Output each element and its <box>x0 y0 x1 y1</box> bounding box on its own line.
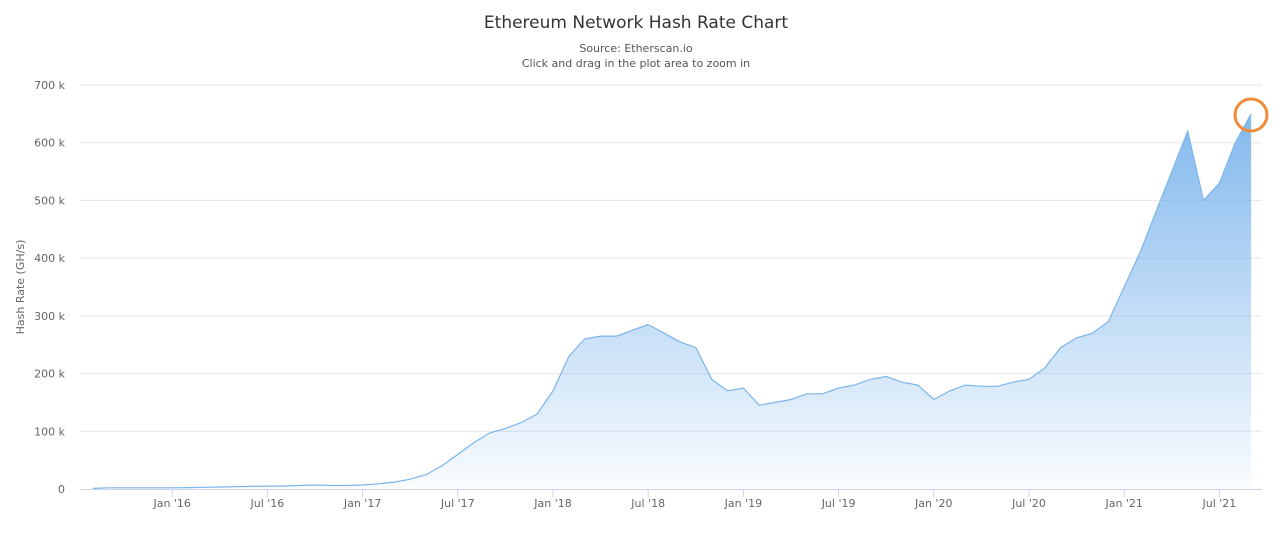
x-tick-label: Jul '20 <box>1011 497 1046 510</box>
highlight-circle <box>1233 97 1269 133</box>
zoom-instruction: Click and drag in the plot area to zoom … <box>522 57 750 70</box>
y-tick-label: 0 <box>58 483 65 496</box>
y-tick-label: 300 k <box>34 310 65 323</box>
y-tick-label: 500 k <box>34 194 65 207</box>
y-tick-label: 600 k <box>34 137 65 150</box>
chart-subtitle: Source: Etherscan.io <box>579 42 693 55</box>
area-line <box>92 113 1252 489</box>
y-tick-label: 700 k <box>34 79 65 92</box>
area-fill <box>92 113 1252 490</box>
x-tick-label: Jan '16 <box>152 497 190 510</box>
y-tick-label: 100 k <box>34 425 65 438</box>
y-tick-label: 400 k <box>34 252 65 265</box>
x-tick-label: Jul '19 <box>821 497 856 510</box>
y-axis-label: Hash Rate (GH/s) <box>14 240 27 335</box>
x-tick-label: Jan '21 <box>1104 497 1142 510</box>
x-tick-label: Jan '20 <box>914 497 952 510</box>
chart-title: Ethereum Network Hash Rate Chart <box>484 13 789 33</box>
x-tick-label: Jul '21 <box>1202 497 1237 510</box>
x-tick-label: Jan '19 <box>724 497 762 510</box>
x-tick-label: Jan '18 <box>533 497 571 510</box>
y-tick-label: 200 k <box>34 368 65 381</box>
x-tick-label: Jan '17 <box>343 497 381 510</box>
x-tick-label: Jul '16 <box>250 497 285 510</box>
x-tick-label: Jul '17 <box>440 497 475 510</box>
x-tick-label: Jul '18 <box>630 497 665 510</box>
